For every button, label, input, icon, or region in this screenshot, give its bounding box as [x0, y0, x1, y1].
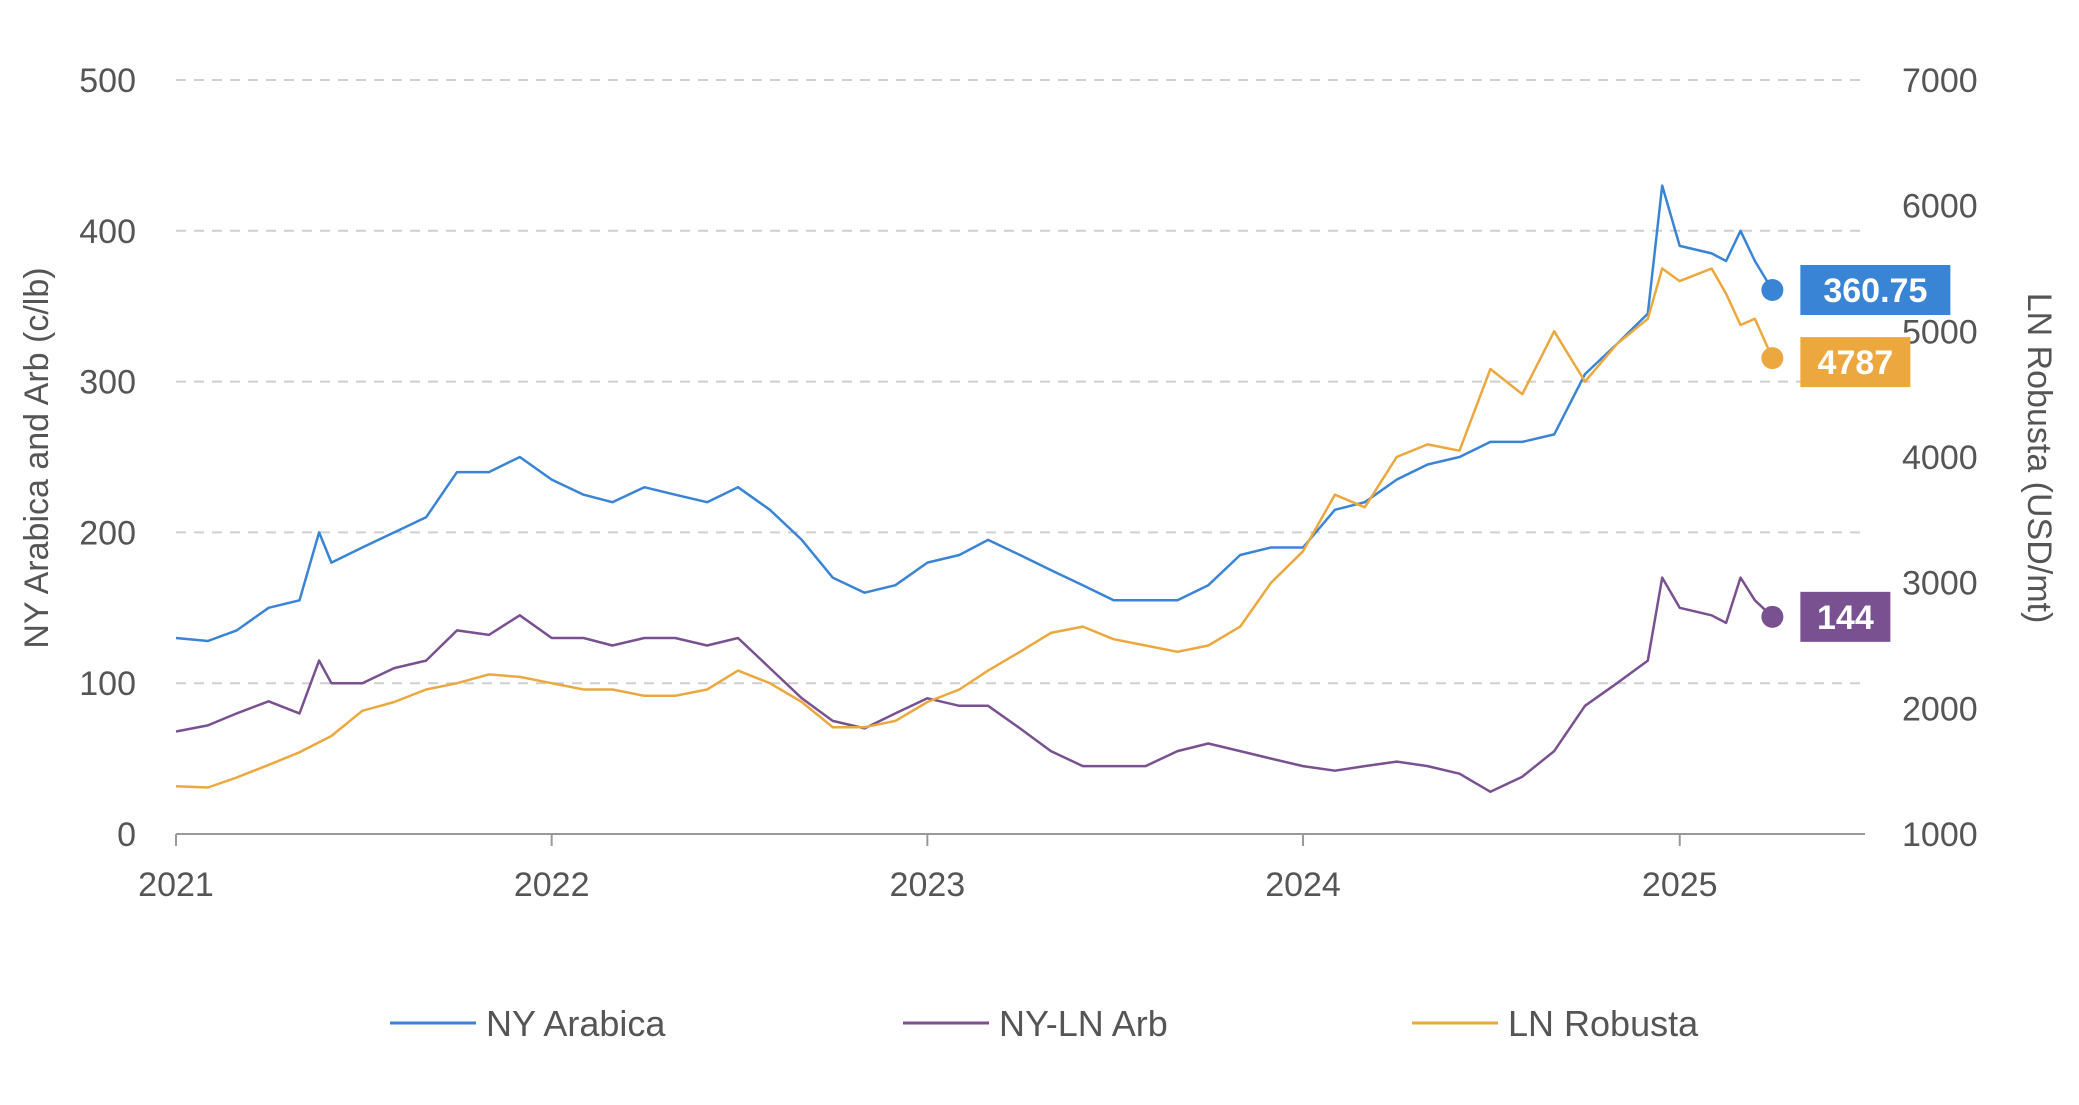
y-left-tick-label: 500 [79, 62, 136, 100]
legend-item: LN Robusta [1412, 1003, 1699, 1044]
y-right-tick-label: 1000 [1902, 816, 1978, 854]
x-tick-label: 2021 [138, 866, 214, 904]
series-line-ln-robusta [175, 267, 1774, 789]
y-axis-right-title: LN Robusta (USD/mt) [2020, 293, 2058, 624]
grid-layer [176, 79, 1865, 685]
series-layer [175, 184, 1774, 794]
series-end-marker [1761, 347, 1784, 370]
end-label-box [1800, 591, 1891, 642]
y-right-tick-label: 3000 [1902, 565, 1978, 603]
y-left-tick-label: 0 [117, 816, 136, 854]
x-tick-label: 2022 [514, 866, 590, 904]
legend-label: LN Robusta [1508, 1003, 1699, 1044]
series-end-marker [1761, 605, 1784, 628]
y-right-tick-label: 6000 [1902, 188, 1978, 226]
y-left-tick-label: 300 [79, 364, 136, 402]
end-label-box [1800, 264, 1951, 315]
x-tick-label: 2025 [1642, 866, 1718, 904]
end-value-label: 360.75 [1823, 272, 1927, 310]
y-left-tick-label: 400 [79, 213, 136, 251]
x-tick-label: 2023 [890, 866, 966, 904]
series-line-ny-arabica [175, 184, 1774, 643]
end-label-box [1800, 337, 1911, 388]
x-tick-label: 2024 [1265, 866, 1341, 904]
end-label-layer: 360.75 144 4787 [1761, 264, 1951, 642]
legend-item: NY Arabica [390, 1003, 666, 1044]
y-right-tick-label: 7000 [1902, 62, 1978, 100]
legend: NY Arabica NY-LN Arb LN Robusta [390, 1003, 1699, 1044]
end-value-label: 144 [1817, 599, 1874, 637]
y-right-tick-label: 5000 [1902, 313, 1978, 351]
legend-label: NY-LN Arb [999, 1003, 1168, 1044]
y-left-tick-label: 100 [79, 665, 136, 703]
series-line-ny-ln-arb [175, 576, 1774, 794]
legend-item: NY-LN Arb [903, 1003, 1168, 1044]
axis-layer: NY Arabica and Arb (c/lb) LN Robusta (US… [18, 62, 2058, 904]
series-end-marker [1761, 278, 1784, 301]
y-axis-left-title: NY Arabica and Arb (c/lb) [18, 267, 56, 648]
y-left-tick-label: 200 [79, 514, 136, 552]
legend-label: NY Arabica [486, 1003, 666, 1044]
y-right-tick-label: 2000 [1902, 690, 1978, 728]
y-right-tick-label: 4000 [1902, 439, 1978, 477]
end-value-label: 4787 [1818, 344, 1894, 382]
